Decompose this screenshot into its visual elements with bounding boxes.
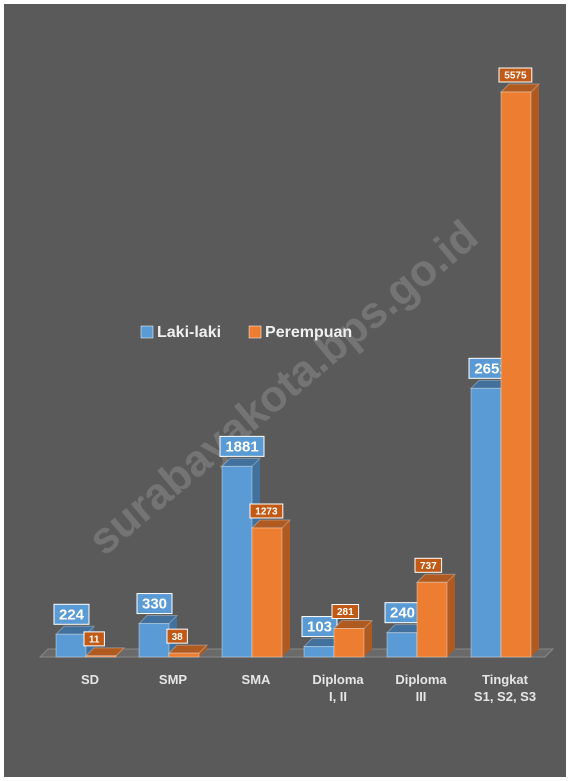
bar <box>167 644 209 658</box>
legend-swatch <box>140 325 154 339</box>
data-label: 1881 <box>225 438 258 455</box>
data-label-box <box>219 435 265 457</box>
data-label: 1273 <box>255 507 278 518</box>
bar-front <box>55 633 87 658</box>
bar-front <box>416 581 448 658</box>
bar-front <box>251 527 283 658</box>
data-label: 11 <box>89 635 100 646</box>
bar-front <box>221 465 253 658</box>
x-tick-label: Tingkat S1, S2, S3 <box>474 672 536 704</box>
bar-side <box>282 519 290 657</box>
bar-front <box>138 623 170 658</box>
x-tick-label: Diploma I, II <box>312 672 364 704</box>
bar-front <box>386 632 418 658</box>
data-label: 103 <box>307 619 332 636</box>
bar <box>84 647 126 658</box>
bar-front <box>470 387 502 658</box>
bar-side <box>364 620 372 657</box>
bar <box>415 573 457 658</box>
data-label-box <box>53 603 90 625</box>
data-label: 2651 <box>474 360 507 377</box>
data-label: 38 <box>172 632 184 643</box>
data-label: 5575 <box>504 71 527 82</box>
x-tick-label: SMA <box>242 672 272 687</box>
bar-front <box>168 652 200 658</box>
bar <box>250 519 292 658</box>
bar <box>332 620 374 658</box>
x-tick-label: SMP <box>159 672 188 687</box>
bar-side <box>199 645 207 657</box>
data-label-box <box>414 557 443 573</box>
bar-front <box>333 628 365 658</box>
data-label-box <box>249 503 284 519</box>
bar-side <box>531 84 539 657</box>
bar <box>499 83 541 658</box>
legend-label: Perempuan <box>265 324 352 341</box>
legend-swatch <box>248 325 262 339</box>
bar-side <box>116 647 124 657</box>
data-label-box <box>331 604 360 620</box>
bar <box>137 615 179 658</box>
bar-side <box>447 574 455 657</box>
x-tick-label: SD <box>81 672 99 687</box>
data-label: 240 <box>390 605 415 622</box>
bar-front <box>303 646 335 658</box>
data-label: 737 <box>420 561 437 572</box>
data-label-box <box>83 631 105 647</box>
legend-label: Laki-laki <box>157 324 221 341</box>
x-tick-label: Diploma III <box>395 672 447 704</box>
data-label: 281 <box>337 607 354 618</box>
data-label: 224 <box>59 606 85 623</box>
bar-front <box>500 91 532 658</box>
data-label-box <box>498 67 533 83</box>
bar-front <box>85 655 117 658</box>
data-label-box <box>136 593 173 615</box>
data-label: 330 <box>142 596 167 613</box>
bar <box>54 625 96 658</box>
data-label-box <box>166 628 188 644</box>
